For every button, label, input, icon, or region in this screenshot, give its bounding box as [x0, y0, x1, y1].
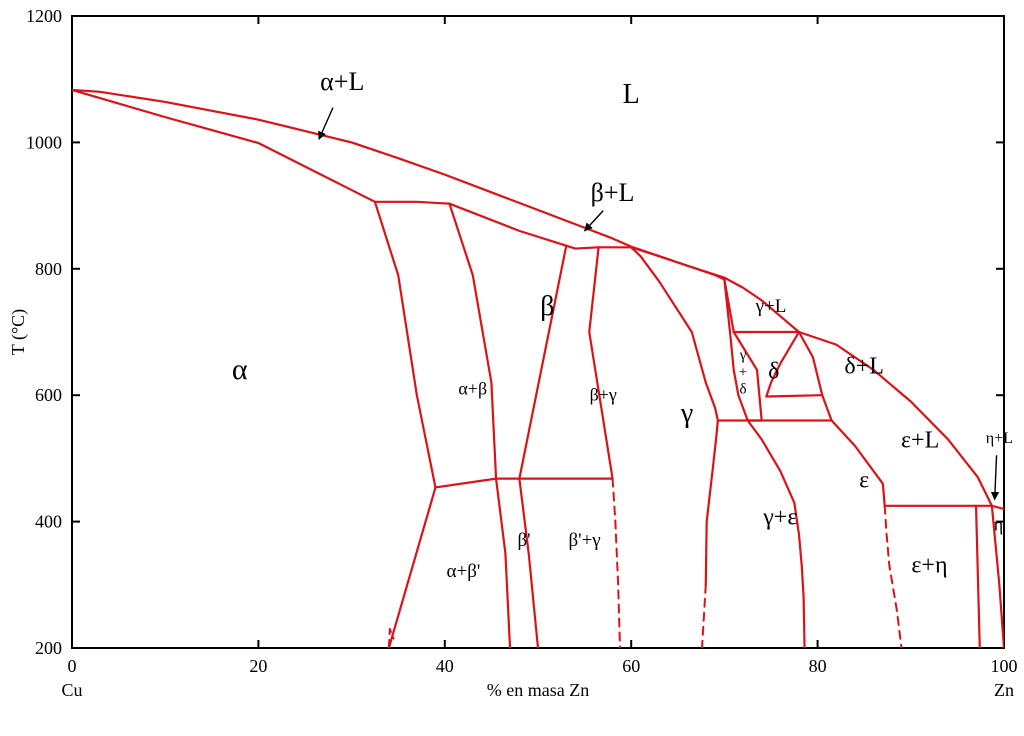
svg-text:0: 0: [68, 656, 77, 676]
svg-text:% en masa Zn: % en masa Zn: [487, 680, 589, 700]
region-label: α+β: [458, 378, 487, 399]
region-label: δ: [739, 382, 746, 399]
region-label: ε+L: [901, 427, 939, 454]
svg-text:1000: 1000: [26, 132, 62, 152]
region-label: β': [517, 530, 530, 552]
svg-text:1200: 1200: [26, 6, 62, 26]
svg-text:80: 80: [809, 656, 827, 676]
region-label: γ+ε: [763, 505, 797, 532]
region-label: β'+γ: [568, 530, 600, 552]
region-label: β+L: [591, 178, 635, 208]
region-label: δ+L: [844, 353, 884, 380]
region-label: α+β': [447, 561, 481, 583]
region-label: L: [623, 79, 640, 111]
region-label: ε+η: [911, 552, 947, 579]
svg-text:40: 40: [436, 656, 454, 676]
svg-text:200: 200: [35, 638, 62, 658]
svg-text:20: 20: [249, 656, 267, 676]
region-label: δ: [768, 359, 779, 386]
phase-diagram-cu-zn: 0 20 40 60 80 100 200 400 600 800 1000 1200 % en mas…: [0, 0, 1024, 736]
svg-text:60: 60: [622, 656, 640, 676]
svg-text:400: 400: [35, 512, 62, 532]
svg-text:Zn: Zn: [994, 680, 1014, 700]
region-label: β+γ: [590, 385, 617, 406]
region-label: γ: [681, 398, 693, 430]
region-label: β: [540, 291, 554, 323]
svg-text:100: 100: [991, 656, 1018, 676]
region-label: γ+L: [756, 296, 787, 318]
region-label: ε: [859, 467, 869, 494]
region-label: γ: [740, 348, 747, 365]
svg-text:Cu: Cu: [61, 680, 82, 700]
region-label: +: [739, 365, 747, 382]
svg-text:800: 800: [35, 259, 62, 279]
svg-text:600: 600: [35, 385, 62, 405]
region-label: α+L: [320, 67, 364, 97]
region-label: η+L: [986, 430, 1013, 448]
svg-text:T (°C): T (°C): [8, 309, 29, 355]
region-label: η: [994, 514, 1003, 535]
region-label: α: [232, 353, 248, 387]
